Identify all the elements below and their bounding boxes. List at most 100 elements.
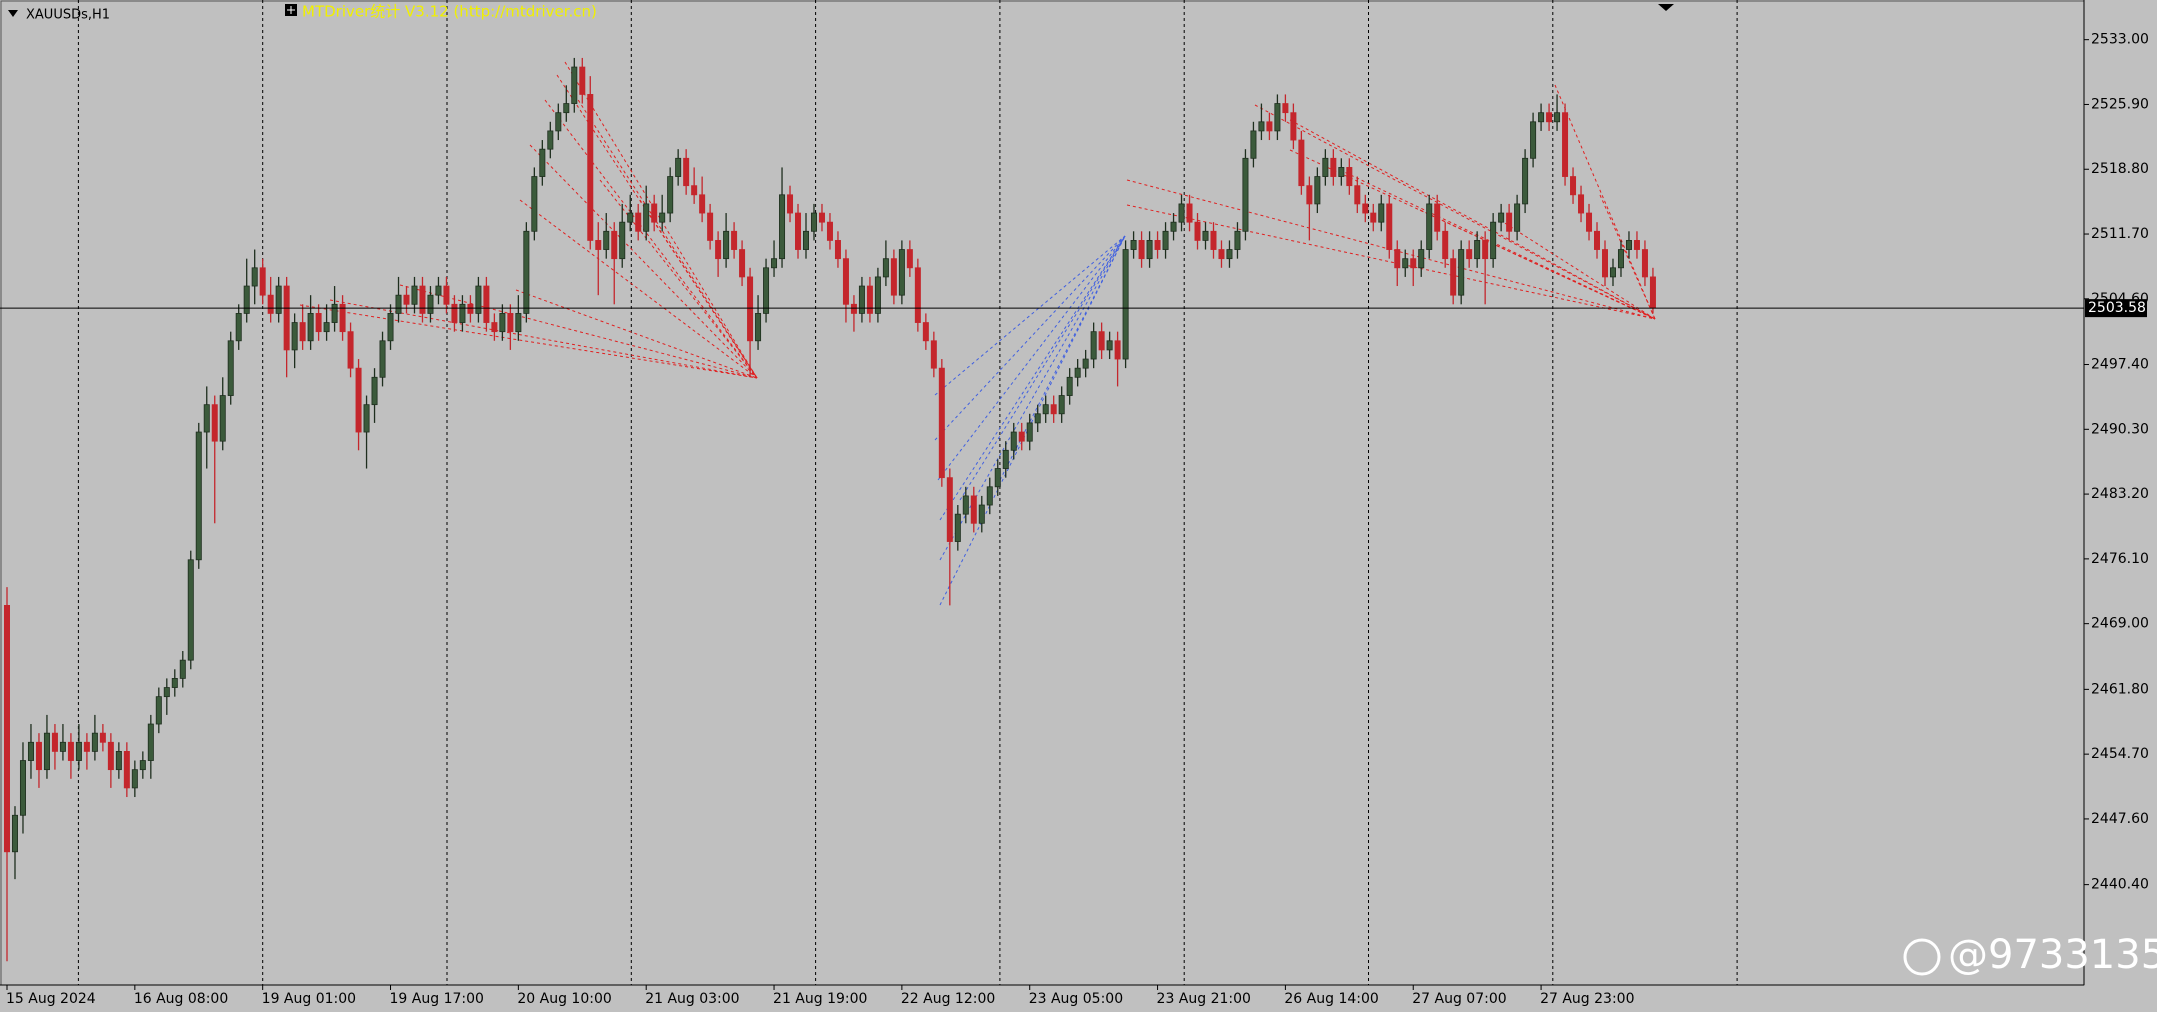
candle-body: [994, 468, 1001, 488]
candle-body: [1362, 203, 1369, 214]
candle-body: [459, 303, 466, 323]
candle-body: [1538, 112, 1545, 123]
y-tick-label: 2454.70: [2091, 746, 2149, 762]
candle-body: [603, 230, 610, 250]
candle-body: [699, 194, 706, 214]
candle-body: [107, 741, 114, 771]
fan-line: [599, 179, 758, 379]
candle-body: [259, 267, 266, 296]
x-tick-label: 23 Aug 21:00: [1157, 991, 1251, 1007]
candle-body: [579, 66, 586, 95]
fan-line: [519, 199, 758, 379]
candle-body: [1450, 258, 1457, 296]
candle-body: [1410, 258, 1417, 269]
candle-body: [1330, 157, 1337, 177]
candle-body: [43, 732, 50, 771]
candle-body: [866, 285, 873, 314]
candle-body: [970, 495, 977, 524]
y-tick-label: 2476.10: [2091, 551, 2149, 567]
candle-body: [1426, 203, 1433, 250]
candle-body: [1018, 431, 1025, 442]
candle-body: [850, 303, 857, 314]
candle-body: [51, 732, 58, 752]
candle-body: [1609, 267, 1616, 278]
candle-body: [131, 769, 138, 789]
candle-body: [123, 751, 130, 789]
fan-line: [299, 304, 758, 379]
candle-body: [1122, 249, 1129, 360]
candle-body: [659, 212, 666, 223]
fan-line: [399, 284, 758, 379]
candle-body: [499, 313, 506, 333]
separators: [77, 0, 1738, 985]
candle-body: [1162, 230, 1169, 250]
candle-body: [35, 741, 42, 771]
candle-body: [1058, 395, 1065, 415]
candle-body: [1370, 212, 1377, 223]
y-tick-label: 2533.00: [2091, 32, 2149, 48]
candle-body: [723, 230, 730, 260]
candle-body: [1346, 167, 1353, 187]
candle-body: [563, 103, 570, 114]
candle-body: [890, 258, 897, 296]
fan-line: [939, 235, 1126, 606]
fan-line: [1599, 194, 1656, 320]
candle-body: [1042, 404, 1049, 415]
candle-body: [387, 313, 394, 342]
candle-body: [691, 185, 698, 196]
candle-body: [1258, 121, 1265, 132]
fan-line: [1254, 104, 1656, 320]
candle-body: [1130, 240, 1137, 250]
fan-line: [1126, 204, 1656, 320]
candle-body: [627, 212, 634, 223]
shift-marker: [1658, 4, 1674, 11]
candle-body: [1098, 331, 1105, 351]
x-tick-label: 23 Aug 05:00: [1029, 991, 1123, 1007]
candle-body: [195, 431, 202, 561]
candle-body: [643, 203, 650, 232]
fan-line: [544, 99, 758, 379]
candle-body: [347, 331, 354, 369]
candle-body: [1266, 121, 1273, 132]
candle-body: [635, 212, 642, 232]
candle-body: [4, 605, 10, 853]
candle-body: [858, 285, 865, 314]
candle-body: [235, 313, 242, 342]
candle-body: [251, 267, 258, 287]
candle-body: [1474, 240, 1481, 260]
fan-line: [515, 289, 758, 379]
candle-body: [1546, 112, 1553, 123]
current-price-box: [2085, 299, 2147, 318]
candle-body: [403, 294, 410, 305]
candle-body: [1530, 121, 1537, 159]
candle-body: [1282, 103, 1289, 114]
candle-body: [946, 477, 953, 542]
candle-body: [155, 696, 162, 725]
fan-line: [574, 94, 758, 379]
menu-triangle[interactable]: [8, 10, 18, 17]
candle-body: [747, 276, 754, 342]
candle-body: [1314, 176, 1321, 205]
candle-body: [1178, 203, 1185, 223]
candle-body: [115, 751, 122, 771]
candle-body: [1338, 167, 1345, 177]
candle-body: [1466, 249, 1473, 260]
candle-body: [1274, 103, 1281, 132]
candle-body: [1625, 240, 1632, 250]
candle-body: [938, 367, 945, 479]
candle-body: [1442, 230, 1449, 260]
candle-body: [1186, 203, 1193, 223]
candle-body: [739, 249, 746, 278]
candle-body: [491, 322, 498, 333]
candle-body: [1082, 358, 1089, 369]
candle-body: [1386, 203, 1393, 250]
fan-line: [1499, 219, 1656, 320]
candle-body: [1586, 212, 1593, 232]
candle-body: [787, 194, 794, 214]
candle-body: [874, 276, 881, 314]
candle-body: [675, 157, 682, 177]
fan-line: [934, 235, 1126, 396]
candle-body: [818, 212, 825, 223]
candle-body: [291, 322, 298, 351]
candle-body: [467, 303, 474, 314]
